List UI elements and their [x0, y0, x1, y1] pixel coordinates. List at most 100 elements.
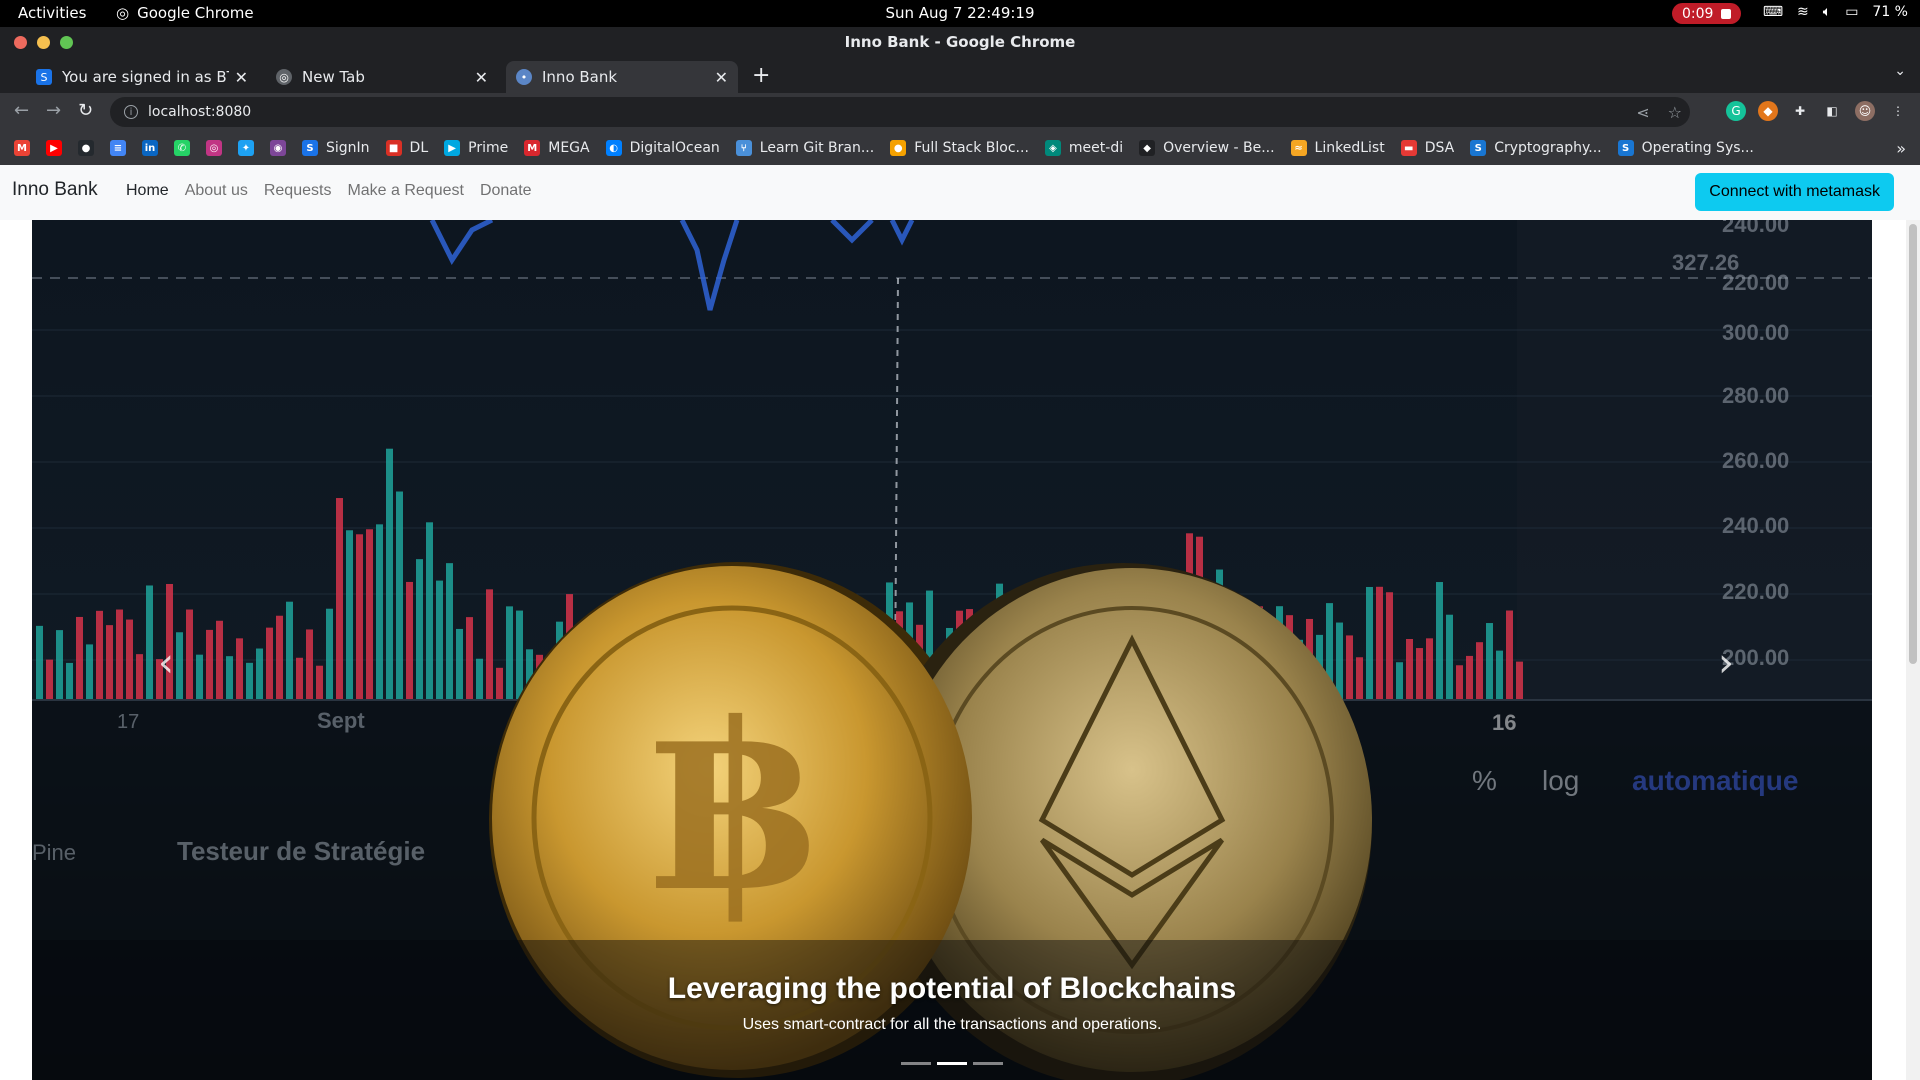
bookmark-item[interactable]: ⑂ Learn Git Bran... — [735, 140, 874, 156]
chart-bar — [146, 585, 153, 700]
share-icon[interactable]: ⋖ — [1636, 103, 1650, 122]
screen-recording-indicator[interactable]: 0:09 — [1672, 3, 1742, 24]
clock[interactable]: Sun Aug 7 22:49:19 — [885, 4, 1035, 22]
chart-bar — [116, 609, 123, 700]
carousel-indicator-2[interactable] — [937, 1062, 967, 1065]
nav-make-a-request[interactable]: Make a Request — [347, 182, 464, 199]
github-icon: ● — [78, 140, 94, 156]
bookmark-label: DigitalOcean — [629, 140, 720, 156]
tab-search-chevron-icon[interactable]: ⌄ — [1894, 63, 1906, 79]
tab-strip: S You are signed in as BTEC ✕ ◎ New Tab … — [0, 57, 1920, 93]
tab-label: New Tab — [302, 68, 365, 86]
chart-bar — [86, 644, 93, 700]
close-tab-icon[interactable]: ✕ — [474, 67, 488, 87]
bookmark-item[interactable]: ▶ — [46, 140, 62, 156]
menu-kebab-icon[interactable]: ⋮ — [1892, 104, 1904, 118]
new-tab-button[interactable]: + — [752, 63, 771, 88]
tab-inno-bank[interactable]: • Inno Bank ✕ — [506, 61, 738, 93]
bookmark-item[interactable]: ● Full Stack Bloc... — [890, 140, 1029, 156]
window-titlebar[interactable]: Inno Bank - Google Chrome — [0, 27, 1920, 57]
bookmark-item[interactable]: ■ DL — [385, 140, 428, 156]
bookmark-item[interactable]: S Cryptography... — [1470, 140, 1602, 156]
background-chart-text: Testeur de Stratégie — [177, 836, 425, 866]
close-tab-icon[interactable]: ✕ — [234, 67, 248, 87]
chart-bar — [526, 649, 533, 700]
nav-requests[interactable]: Requests — [263, 182, 332, 199]
bookmark-item[interactable]: ✦ — [238, 140, 254, 156]
nav-about-us[interactable]: About us — [184, 182, 248, 199]
background-chart-text: 220.00 — [1722, 270, 1789, 295]
tab-signed-in[interactable]: S You are signed in as BTEC ✕ — [26, 61, 258, 93]
app-menu[interactable]: ◎ Google Chrome — [116, 4, 254, 22]
bookmark-item[interactable]: S SignIn — [302, 140, 370, 156]
carousel-indicator-1[interactable] — [901, 1062, 931, 1065]
bookmark-star-icon[interactable]: ☆ — [1667, 103, 1682, 122]
hero-carousel: 240.00 220.00 300.00 280.00 260.00 240.00 220.… — [32, 220, 1872, 1080]
chart-bar — [1346, 635, 1353, 700]
bookmark-item[interactable]: ≈ LinkedList — [1290, 140, 1385, 156]
chart-bar — [416, 559, 423, 700]
connect-metamask-button[interactable]: Connect with metamask — [1695, 173, 1894, 211]
brand-logo[interactable]: Inno Bank — [12, 179, 98, 200]
chart-bar — [66, 662, 73, 700]
nav-links: Home About us Requests Make a Request Do… — [126, 182, 532, 200]
nav-home[interactable]: Home — [126, 182, 169, 199]
browser-toolbar: ← → ↻ i localhost:8080 ⋖ ☆ G ◆ ✚ ◧ ☺ ⋮ — [0, 93, 1920, 131]
bookmark-item[interactable]: ▬ DSA — [1400, 140, 1454, 156]
minimize-window-button[interactable] — [37, 36, 50, 49]
chart-bar — [426, 522, 433, 700]
chart-bar — [1496, 650, 1503, 700]
extensions-puzzle-icon[interactable]: ✚ — [1794, 104, 1806, 118]
chart-bar — [316, 665, 323, 700]
bookmark-item[interactable]: ◐ DigitalOcean — [605, 140, 720, 156]
scrollbar-thumb[interactable] — [1909, 224, 1917, 664]
chart-bar — [366, 529, 373, 700]
system-tray[interactable]: ⌨ ≋ 🔈︎ ▭ 71 % — [1763, 4, 1908, 20]
close-window-button[interactable] — [14, 36, 27, 49]
bookmark-item[interactable]: ◈ meet-di — [1044, 140, 1123, 156]
battery-percent: 71 % — [1872, 4, 1908, 20]
whatsapp-icon: ✆ — [174, 140, 190, 156]
chart-bar — [1406, 638, 1413, 700]
grammarly-extension-icon[interactable]: G — [1726, 101, 1746, 121]
inno-bank-favicon-icon: • — [516, 69, 532, 85]
background-chart-text: 16 — [1492, 710, 1516, 735]
maximize-window-button[interactable] — [60, 36, 73, 49]
caption-title: Leveraging the potential of Blockchains — [667, 972, 1237, 1005]
close-tab-icon[interactable]: ✕ — [714, 67, 728, 87]
page-scrollbar[interactable] — [1906, 220, 1920, 1080]
background-chart-text: automatique — [1632, 765, 1798, 796]
carousel-next-icon[interactable]: › — [1718, 640, 1734, 686]
carousel-indicator-3[interactable] — [973, 1062, 1003, 1065]
profile-avatar[interactable]: ☺ — [1855, 101, 1875, 121]
linkedlist-icon: ≈ — [1290, 140, 1307, 156]
youtube-icon: ▶ — [46, 140, 62, 156]
bookmark-item[interactable]: M — [14, 140, 30, 156]
url-text[interactable]: localhost:8080 — [148, 104, 252, 120]
bookmark-item[interactable]: ◆ Overview - Be... — [1139, 140, 1275, 156]
carousel-prev-icon[interactable]: ‹ — [158, 640, 174, 686]
chart-bar — [396, 491, 403, 700]
site-info-icon[interactable]: i — [124, 105, 138, 119]
bookmark-item[interactable]: ◉ — [270, 140, 286, 156]
bookmark-item[interactable]: in — [142, 140, 158, 156]
bookmark-item[interactable]: ✆ — [174, 140, 190, 156]
bookmark-item[interactable]: ▶ Prime — [444, 140, 508, 156]
metamask-extension-icon[interactable]: ◆ — [1758, 101, 1778, 121]
chart-bar — [506, 606, 513, 700]
tab-new-tab[interactable]: ◎ New Tab ✕ — [266, 61, 498, 93]
reload-icon[interactable]: ↻ — [78, 100, 94, 121]
address-bar[interactable]: i localhost:8080 ⋖ ☆ — [110, 97, 1690, 127]
nav-donate[interactable]: Donate — [479, 182, 532, 199]
more-bookmarks-icon[interactable]: » — [1896, 139, 1906, 158]
forward-arrow-icon[interactable]: → — [46, 100, 62, 121]
bookmark-item[interactable]: ◎ — [206, 140, 222, 156]
bookmark-item[interactable]: S Operating Sys... — [1617, 140, 1754, 156]
activities-button[interactable]: Activities — [18, 4, 87, 22]
bookmark-item[interactable]: M MEGA — [524, 140, 590, 156]
bookmark-item[interactable]: ● — [78, 140, 94, 156]
back-arrow-icon[interactable]: ← — [14, 100, 30, 121]
carousel-indicators — [901, 1062, 1003, 1065]
bookmark-item[interactable]: ≡ — [110, 140, 126, 156]
side-panel-icon[interactable]: ◧ — [1826, 104, 1838, 118]
